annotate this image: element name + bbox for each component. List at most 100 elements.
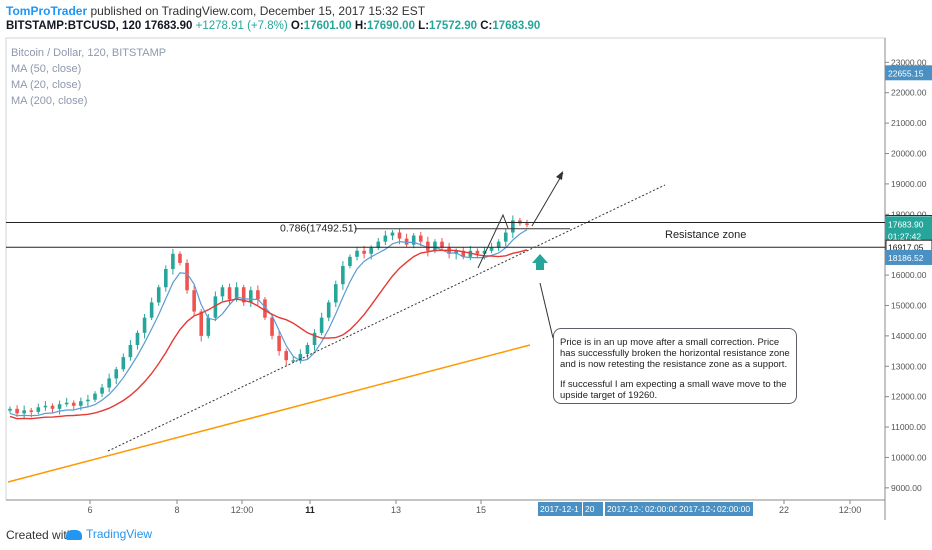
candle-body xyxy=(206,317,211,336)
candle-body xyxy=(234,287,239,300)
target-arrow-line xyxy=(531,172,564,227)
time-badge xyxy=(583,502,603,516)
high-value: 17690.00 xyxy=(367,20,415,32)
y-tick-label: 16000.00 xyxy=(891,270,927,280)
y-tick-label: 14000.00 xyxy=(891,331,927,341)
time-badge-label: 02:00:00 xyxy=(717,504,750,514)
candle-body xyxy=(355,250,359,257)
candle-body xyxy=(213,296,218,318)
legend-ma200[interactable]: MA (200, close) xyxy=(11,95,88,107)
candle-body xyxy=(482,250,487,254)
y-tick-label: 11000.00 xyxy=(891,422,926,432)
created-with-label: Created with xyxy=(6,528,74,542)
time-badge xyxy=(715,502,753,516)
candle-body xyxy=(57,404,62,409)
high-label: H: xyxy=(354,20,367,32)
y-tick-label: 20000.00 xyxy=(891,149,927,159)
ma50-line xyxy=(9,249,528,420)
time-badge-label: 2017-12-18 xyxy=(607,504,651,514)
target-arrow-head xyxy=(556,171,563,180)
legend-title: Bitcoin / Dollar, 120, BITSTAMP xyxy=(11,47,167,59)
x-tick-label: 11 xyxy=(305,505,315,515)
last-price: 17683.90 xyxy=(144,20,193,32)
candle-body xyxy=(79,401,83,406)
candle-body xyxy=(121,357,126,370)
ohlc-line: BITSTAMP:BTCUSD, 120 17683.90 +1278.91 (… xyxy=(6,20,540,32)
footer: Created with TradingView xyxy=(0,520,932,550)
candle-body xyxy=(241,287,246,303)
candle-body xyxy=(312,332,317,345)
x-tick-label: 22 xyxy=(779,505,789,515)
y-tick-label: 19000.00 xyxy=(891,179,927,189)
candle-body xyxy=(199,311,204,336)
candle-body xyxy=(93,393,97,400)
candle-body xyxy=(518,220,522,224)
candle-body xyxy=(390,232,395,236)
candle-body xyxy=(326,302,331,318)
candle-body xyxy=(270,317,274,336)
candle-body xyxy=(511,220,515,233)
price-badge-label: 16917.05 xyxy=(888,243,924,253)
candle-body xyxy=(64,402,69,405)
low-label: L: xyxy=(418,20,430,32)
candle-body xyxy=(291,360,296,362)
ma20-line xyxy=(9,229,528,417)
candle-body xyxy=(43,405,48,408)
ma200-line xyxy=(7,344,531,483)
candle-body xyxy=(248,290,253,303)
candle-body xyxy=(369,247,373,254)
candle-body xyxy=(107,378,111,388)
candle-body xyxy=(71,402,76,406)
candle-body xyxy=(156,287,161,303)
candle-body xyxy=(284,351,289,361)
candle-body xyxy=(22,410,26,414)
trendline xyxy=(107,184,666,452)
candle-body xyxy=(468,250,473,257)
candle-body xyxy=(227,287,232,300)
note-paragraph-1: Price is in an up move after a small cor… xyxy=(560,337,790,370)
price-change: +1278.91 (+7.8%) xyxy=(195,20,288,32)
legend-ma20[interactable]: MA (20, close) xyxy=(11,79,82,91)
candle-body xyxy=(362,250,366,254)
chart-legend: Bitcoin / Dollar, 120, BITSTAMP MA (50, … xyxy=(11,45,166,109)
candle-body xyxy=(376,241,381,248)
author-link[interactable]: TomProTrader xyxy=(6,4,88,18)
time-badge-label: 02:00:00 xyxy=(645,504,678,514)
cloud-icon xyxy=(66,529,82,540)
candle-body xyxy=(418,235,423,242)
tradingview-logo[interactable]: TradingView xyxy=(66,527,152,541)
candle-body xyxy=(192,290,196,312)
candle-body xyxy=(454,250,458,254)
candle-body xyxy=(348,256,352,266)
candle-body xyxy=(305,344,310,355)
candle-body xyxy=(8,408,12,411)
y-tick-label: 15000.00 xyxy=(891,300,927,310)
candle-body xyxy=(411,235,416,245)
candle-body xyxy=(496,241,501,248)
analysis-note[interactable]: Price is in an up move after a small cor… xyxy=(553,328,797,404)
candle-body xyxy=(164,269,168,288)
candle-body xyxy=(142,317,147,333)
candle-body xyxy=(440,241,444,248)
projection-path-1 xyxy=(477,213,509,269)
candle-body xyxy=(489,247,494,251)
y-tick-label: 12000.00 xyxy=(891,392,927,402)
x-tick-label: 8 xyxy=(174,505,179,515)
candle-body xyxy=(50,405,55,409)
candle-body xyxy=(319,317,324,333)
x-tick-label: 12:00 xyxy=(839,505,862,515)
y-tick-label: 13000.00 xyxy=(891,361,927,371)
candle-body xyxy=(397,232,402,239)
legend-ma50[interactable]: MA (50, close) xyxy=(11,63,82,75)
price-badge-label: 22655.15 xyxy=(888,68,924,78)
x-tick-label: 6 xyxy=(87,505,92,515)
price-badge-label: 01:27:42 xyxy=(888,232,921,242)
price-badge-label: 18186.52 xyxy=(888,253,924,263)
y-tick-label: 21000.00 xyxy=(891,118,927,128)
x-tick-label: 12:00 xyxy=(231,505,254,515)
candle-body xyxy=(220,287,225,297)
candle-body xyxy=(185,262,189,291)
price-badge xyxy=(885,65,932,81)
note-paragraph-2: If successful I am expecting a small wav… xyxy=(560,379,787,401)
